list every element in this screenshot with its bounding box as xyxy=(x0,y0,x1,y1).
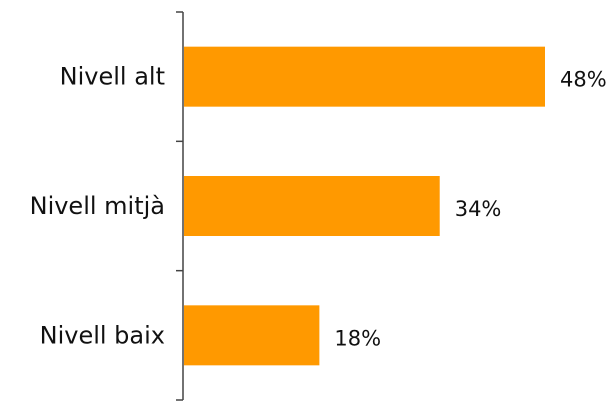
value-label: 34% xyxy=(455,197,502,221)
bars-group xyxy=(184,46,545,366)
category-label: Nivell alt xyxy=(60,63,165,91)
value-labels: 48% 34% 18% xyxy=(334,68,606,351)
y-axis xyxy=(176,11,184,401)
bar xyxy=(184,46,545,107)
bar xyxy=(184,176,440,236)
category-label: Nivell mitjà xyxy=(30,192,165,220)
value-label: 48% xyxy=(560,68,607,92)
bar xyxy=(184,305,320,366)
category-labels: Nivell alt Nivell mitjà Nivell baix xyxy=(30,63,165,350)
value-label: 18% xyxy=(334,326,381,350)
category-label: Nivell baix xyxy=(40,321,165,349)
